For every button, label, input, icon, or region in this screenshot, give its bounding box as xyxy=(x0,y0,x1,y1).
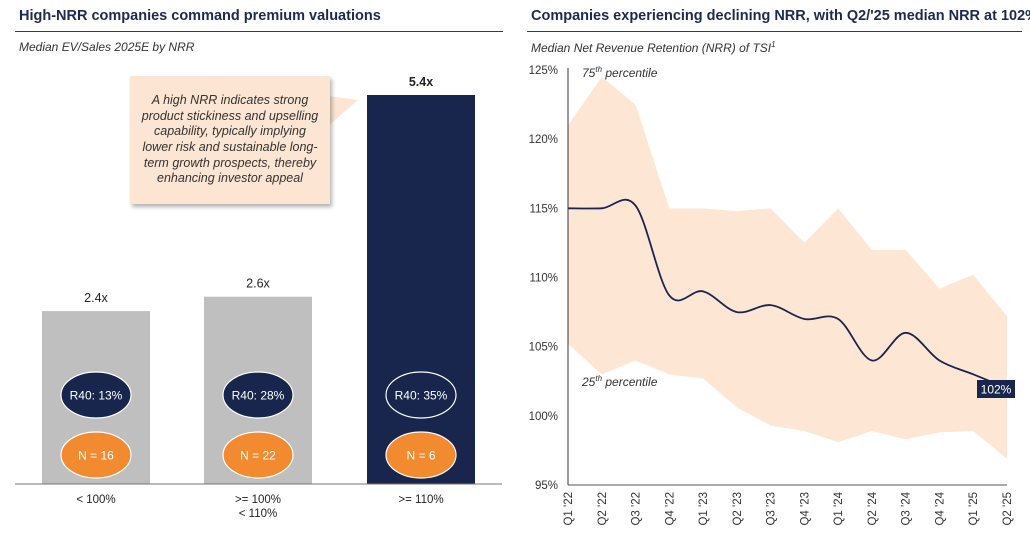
n-label: N = 22 xyxy=(240,449,276,463)
category-label: < 110% xyxy=(239,508,277,520)
p75-label: 75th percentile xyxy=(582,65,658,80)
right-subtitle: Median Net Revenue Retention (NRR) of TS… xyxy=(531,40,776,55)
r40-label: R40: 35% xyxy=(395,389,448,403)
n-badge xyxy=(385,431,457,479)
x-tick-label: Q1 '24 xyxy=(833,491,845,525)
left-divider xyxy=(15,31,503,32)
x-tick-label: Q1 '25 xyxy=(968,492,980,526)
r40-badge xyxy=(222,371,294,419)
r40-badge xyxy=(385,371,457,419)
y-tick-label: 100% xyxy=(529,411,558,423)
x-tick-label: Q2 '23 xyxy=(732,492,744,526)
n-badge xyxy=(222,431,294,479)
percentile-band xyxy=(568,76,1007,459)
x-tick-label: Q1 '22 xyxy=(563,492,575,526)
category-label: >= 100% xyxy=(235,494,281,506)
median-line xyxy=(567,198,1008,389)
bar-value-label: 2.4x xyxy=(84,291,108,305)
x-tick-label: Q4 '23 xyxy=(799,492,811,526)
footnote-marker: 1 xyxy=(771,40,776,49)
n-badge xyxy=(60,431,132,479)
y-tick-label: 125% xyxy=(529,65,558,77)
left-subtitle: Median EV/Sales 2025E by NRR xyxy=(19,40,195,54)
right-title: Companies experiencing declining NRR, wi… xyxy=(531,8,1030,24)
x-tick-label: Q3 '24 xyxy=(901,491,913,525)
y-tick-label: 95% xyxy=(535,480,558,492)
x-tick-label: Q2 '25 xyxy=(1002,492,1014,526)
bar-value-label: 2.6x xyxy=(246,277,270,291)
x-tick-label: Q4 '22 xyxy=(664,492,676,526)
left-title: High-NRR companies command premium valua… xyxy=(19,8,381,24)
r40-badge xyxy=(60,371,132,419)
callout-box: A high NRR indicates strong product stic… xyxy=(130,76,330,204)
callout-pointer xyxy=(328,96,358,126)
right-divider xyxy=(527,31,1022,32)
x-tick-label: Q3 '23 xyxy=(766,492,778,526)
n-label: N = 6 xyxy=(406,449,435,463)
subtitle-text: Median Net Revenue Retention (NRR) of TS… xyxy=(531,41,772,55)
x-tick-label: Q3 '22 xyxy=(631,492,643,526)
category-label: >= 110% xyxy=(398,494,443,506)
x-tick-label: Q4 '24 xyxy=(934,491,946,525)
end-value-badge xyxy=(977,380,1015,398)
end-value-label: 102% xyxy=(981,383,1012,397)
bar-value-label: 5.4x xyxy=(409,75,433,89)
bar xyxy=(367,95,475,484)
y-tick-label: 110% xyxy=(529,273,558,285)
n-label: N = 16 xyxy=(78,449,114,463)
p25-label: 25th percentile xyxy=(581,374,658,389)
y-tick-label: 115% xyxy=(529,203,558,215)
y-tick-label: 105% xyxy=(529,342,558,354)
x-tick-label: Q2 '22 xyxy=(597,492,609,526)
y-tick-label: 120% xyxy=(529,134,558,146)
r40-label: R40: 13% xyxy=(70,389,123,403)
x-tick-label: Q1 '23 xyxy=(698,492,710,526)
r40-label: R40: 28% xyxy=(232,389,285,403)
x-tick-label: Q2 '24 xyxy=(867,491,879,525)
category-label: < 100% xyxy=(76,494,115,506)
